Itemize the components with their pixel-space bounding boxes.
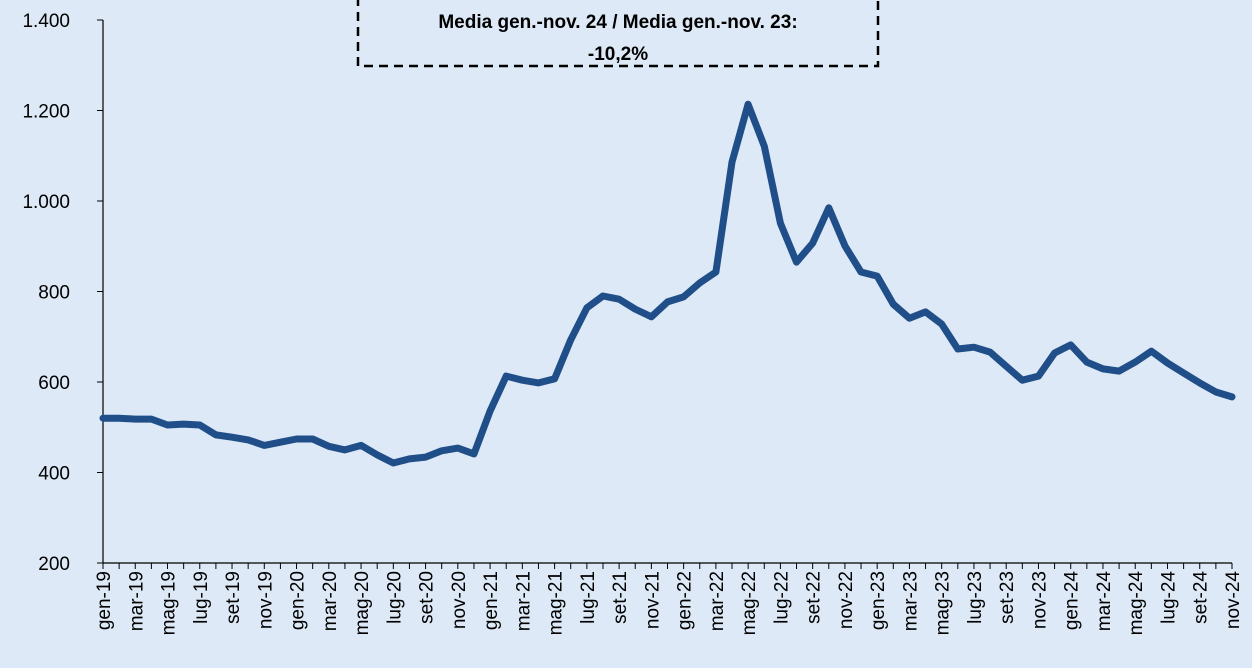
x-tick-label: mag-20 [352,571,373,635]
x-tick-label: mag-23 [933,571,954,635]
x-tick-label: set-20 [417,571,438,624]
x-tick-label: mag-21 [546,571,567,635]
x-tick-label: mar-23 [900,571,921,631]
x-tick-label: gen-24 [1062,571,1083,631]
x-tick-label: nov-23 [1029,571,1050,629]
annotation: -10,2% [588,44,648,65]
x-tick-label: set-22 [804,571,825,624]
x-tick-label: nov-20 [449,571,470,629]
line [99,100,1236,467]
x-tick-label: set-21 [610,571,631,624]
x-tick-label: mar-24 [1094,571,1115,632]
x-tick-label: mar-22 [707,571,728,631]
y-tick-label: 1.400 [22,11,70,32]
x-tick-label: mar-20 [320,571,341,631]
x-tick-label: set-24 [1191,571,1212,624]
x-tick-label: nov-22 [836,571,857,629]
x-tick-label: lug-19 [191,571,212,624]
x-tick-label: set-19 [223,571,244,624]
annotation-box [356,0,880,68]
x-tick-label: nov-19 [255,571,276,629]
x-tick-label: gen-23 [868,571,889,630]
x-tick-label: mag-22 [739,571,760,635]
x-tick-label: gen-22 [675,571,696,630]
x-tick-label: lug-22 [771,571,792,624]
y-tick-label: 1.000 [22,192,70,213]
y-tick-label: 600 [38,373,70,394]
y-tick-label: 800 [38,283,70,304]
x-tick-label: gen-21 [481,571,502,630]
x-tick-label: gen-20 [288,571,309,630]
x-tick-label: set-23 [997,571,1018,624]
x-tick-label: mag-19 [159,571,180,635]
y-tick-label: 400 [38,464,70,485]
y-tick-label: 200 [38,554,70,575]
x-tick-label: mar-19 [126,571,147,631]
y-tick-label: 1.200 [22,102,70,123]
x-tick-label: gen-19 [94,571,115,630]
x-tick-label: lug-23 [965,571,986,624]
x-tick-label: nov-21 [642,571,663,629]
x-tick-label: lug-24 [1158,571,1179,624]
x-tick-label: nov-24 [1223,571,1244,630]
x-tick-label: mar-21 [513,571,534,631]
x-tick-label: lug-20 [384,571,405,624]
x-tick-label: lug-21 [578,571,599,624]
x-tick-label: mag-24 [1126,571,1147,636]
annotation: Media gen.-nov. 24 / Media gen.-nov. 23: [438,12,797,33]
